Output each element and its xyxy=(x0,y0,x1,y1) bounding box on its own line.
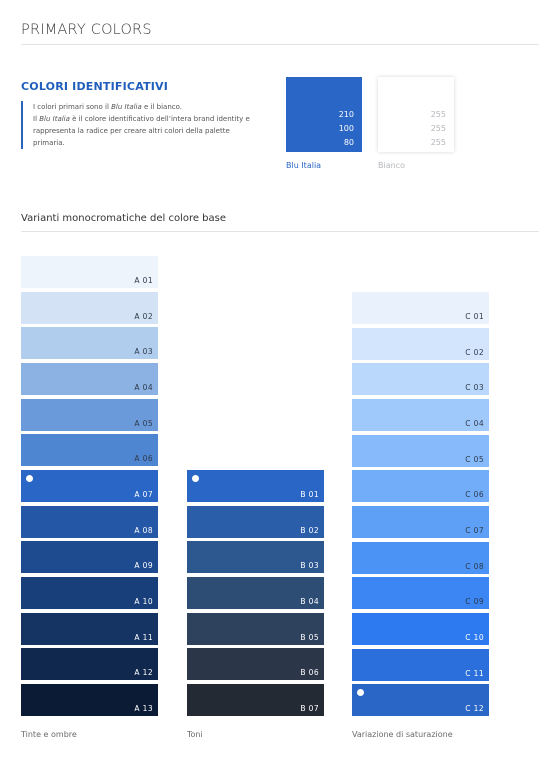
color-chip-a-05: A 05 xyxy=(21,398,158,431)
chip-code: A 07 xyxy=(134,490,153,500)
chip-code: C 11 xyxy=(465,668,484,678)
base-color-marker-icon xyxy=(357,689,364,697)
chip-code: A 10 xyxy=(134,597,153,607)
chip-code: B 07 xyxy=(300,704,319,714)
chip-code: C 08 xyxy=(465,561,484,571)
chip-code: A 06 xyxy=(134,454,153,464)
column-label-tinte-e-ombre: Tinte e ombre xyxy=(21,730,77,739)
chip-code: B 04 xyxy=(300,597,319,607)
color-chip-a-04: A 04 xyxy=(21,363,158,396)
chip-code: C 12 xyxy=(465,704,484,714)
color-chip-c-02: C 02 xyxy=(352,327,489,360)
color-chip-a-07: A 07 xyxy=(21,470,158,503)
color-chip-a-03: A 03 xyxy=(21,327,158,360)
color-chip-c-05: C 05 xyxy=(352,434,489,467)
color-chip-b-02: B 02 xyxy=(187,505,324,538)
color-chip-c-11: C 11 xyxy=(352,648,489,681)
color-chip-a-09: A 09 xyxy=(21,541,158,574)
color-chip-a-11: A 11 xyxy=(21,612,158,645)
rgb-g: 255 xyxy=(430,124,446,133)
column-label-variazione-saturazione: Variazione di saturazione xyxy=(352,730,453,739)
color-chip-b-04: B 04 xyxy=(187,577,324,610)
color-chip-c-01: C 01 xyxy=(352,292,489,324)
color-chip-c-09: C 09 xyxy=(352,577,489,610)
chip-code: C 07 xyxy=(465,526,484,536)
color-chip-c-12: C 12 xyxy=(352,684,489,717)
color-chip-b-03: B 03 xyxy=(187,541,324,574)
rgb-g: 100 xyxy=(338,124,354,133)
color-chip-a-13: A 13 xyxy=(21,684,158,717)
chip-code: C 09 xyxy=(465,597,484,607)
rgb-b: 255 xyxy=(430,138,446,147)
column-tinte-e-ombre: A 01 A 02 A 03 A 04 A 05 A 06 A 07 A 08 A 09 A 10… xyxy=(21,256,158,720)
column-toni: B 01 B 02 B 03 B 04 B 05 B 06 B 07 xyxy=(187,470,324,720)
chip-code: B 01 xyxy=(300,490,319,499)
chip-code: C 06 xyxy=(465,490,484,500)
swatch-blu-italia: 210 100 80 xyxy=(286,77,362,152)
intro-line-1: I colori primari sono il Blu Italia e il… xyxy=(33,103,183,111)
swatch-name-blu-italia: Blu Italia xyxy=(286,161,322,170)
color-chip-a-10: A 10 xyxy=(21,577,158,610)
chip-code: A 13 xyxy=(134,704,153,714)
intro-line-2: Il Blu Italia è il colore identificativo… xyxy=(33,115,250,147)
chip-code: A 03 xyxy=(134,347,153,357)
rgb-r: 210 xyxy=(338,110,354,119)
color-chip-b-07: B 07 xyxy=(187,684,324,717)
color-chip-b-05: B 05 xyxy=(187,612,324,645)
color-chip-c-03: C 03 xyxy=(352,363,489,396)
chip-code: A 05 xyxy=(134,418,153,428)
chip-code: B 06 xyxy=(300,668,319,678)
chip-code: C 02 xyxy=(465,347,484,357)
chip-code: B 05 xyxy=(300,632,319,642)
chip-code: C 05 xyxy=(465,454,484,464)
variants-divider xyxy=(21,231,539,232)
rgb-values: 255 255 255 xyxy=(431,108,446,150)
color-chip-c-06: C 06 xyxy=(352,470,489,503)
rgb-b: 80 xyxy=(343,138,354,147)
variants-heading: Varianti monocromatiche del colore base xyxy=(21,213,227,224)
swatch-bianco: 255 255 255 xyxy=(378,77,454,152)
chip-code: A 04 xyxy=(134,383,153,393)
chip-code: C 03 xyxy=(465,383,484,393)
chip-code: C 10 xyxy=(465,633,484,643)
chip-code: A 01 xyxy=(134,276,153,285)
chip-code: C 01 xyxy=(465,312,484,321)
chip-code: A 09 xyxy=(134,561,153,571)
section-heading: COLORI IDENTIFICATIVI xyxy=(21,80,169,93)
chip-code: C 04 xyxy=(465,419,484,429)
color-chip-c-07: C 07 xyxy=(352,506,489,539)
color-chip-c-08: C 08 xyxy=(352,541,489,574)
chip-code: B 02 xyxy=(300,525,319,535)
rgb-values: 210 100 80 xyxy=(339,108,354,150)
rgb-r: 255 xyxy=(430,110,446,119)
base-color-marker-icon xyxy=(192,475,199,482)
color-chip-c-10: C 10 xyxy=(352,613,489,646)
swatch-name-bianco: Bianco xyxy=(378,161,405,170)
column-label-toni: Toni xyxy=(187,730,203,739)
color-chip-a-08: A 08 xyxy=(21,505,158,538)
chip-code: A 12 xyxy=(134,668,153,678)
title-divider xyxy=(21,44,539,45)
color-chip-b-06: B 06 xyxy=(187,648,324,681)
intro-text: I colori primari sono il Blu Italia e il… xyxy=(21,101,253,149)
page-title: PRIMARY COLORS xyxy=(21,22,152,38)
color-chip-a-12: A 12 xyxy=(21,648,158,681)
chip-code: A 08 xyxy=(134,525,153,535)
color-chip-b-01: B 01 xyxy=(187,470,324,502)
color-chip-a-01: A 01 xyxy=(21,256,158,288)
color-chip-c-04: C 04 xyxy=(352,399,489,432)
color-chip-a-02: A 02 xyxy=(21,291,158,324)
base-color-marker-icon xyxy=(26,475,33,483)
chip-code: B 03 xyxy=(300,561,319,571)
chip-code: A 02 xyxy=(134,311,153,321)
color-chip-a-06: A 06 xyxy=(21,434,158,467)
chip-code: A 11 xyxy=(134,632,153,642)
column-variazione-saturazione: C 01 C 02 C 03 C 04 C 05 C 06 C 07 C 08 C 09 C 10… xyxy=(352,292,489,720)
